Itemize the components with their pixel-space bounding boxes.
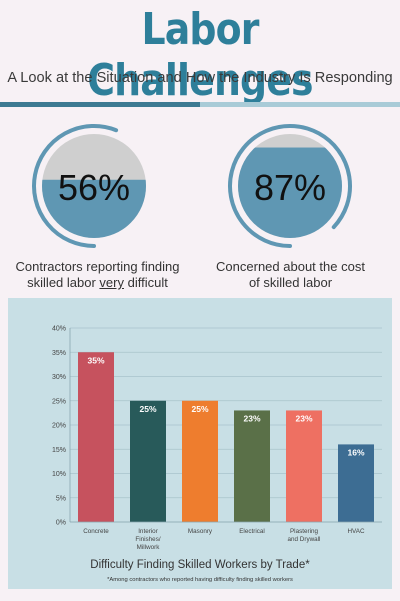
bar-value-label: 25%: [139, 404, 156, 414]
divider-left: [0, 102, 200, 107]
bar-value-label: 35%: [87, 355, 104, 365]
bar: [338, 444, 374, 522]
bar-value-label: 16%: [347, 447, 364, 457]
stat-caption-line: Contractors reporting finding: [15, 259, 180, 274]
y-tick-label: 20%: [52, 423, 66, 430]
gauge-fill-level: [238, 147, 342, 238]
y-axis: 0% 5% 10% 15% 20% 25% 30% 35% 40%: [52, 326, 71, 527]
stat-caption-line: skilled labor very difficult: [5, 275, 190, 291]
bar-chart: 0% 5% 10% 15% 20% 25% 30% 35% 40% 35% 25% 25% 23% 23…: [52, 326, 382, 583]
gauge-outer-arc: [228, 124, 352, 248]
y-tick-label: 15%: [52, 447, 66, 454]
bar: [182, 400, 218, 522]
y-tick-label: 5%: [56, 495, 66, 502]
y-tick-label: 0%: [56, 520, 66, 527]
bar-value-label: 23%: [295, 413, 312, 423]
stat-gauge-contractors-difficulty: 56%: [32, 124, 146, 248]
x-tick-label: Electrical: [239, 528, 265, 535]
stat-caption-text: difficult: [123, 275, 168, 290]
bar-value-label: 23%: [243, 413, 260, 423]
y-tick-label: 10%: [52, 471, 66, 478]
x-axis: Concrete Interior Finishes/Millwork Masonry…: [70, 521, 382, 551]
stat-caption-contractors: Contractors reporting finding skilled la…: [5, 259, 190, 291]
stat-caption-line: Concerned about the cost: [216, 259, 365, 274]
gauge-outer-arc: [32, 124, 119, 248]
chart-footnote: *Among contractors who reported having d…: [107, 577, 293, 583]
bar: [78, 352, 114, 522]
stat-caption-emphasis: very: [99, 275, 124, 290]
stat-value: 87%: [254, 167, 326, 208]
x-tick-label: Concrete: [83, 528, 109, 535]
y-tick-label: 30%: [52, 374, 66, 381]
y-tick-label: 40%: [52, 326, 66, 333]
x-tick-label: HVAC: [347, 528, 364, 535]
y-tick-label: 25%: [52, 398, 66, 405]
divider-right: [200, 102, 400, 107]
x-tick-label: Masonry: [188, 528, 213, 535]
chart-panel: 0% 5% 10% 15% 20% 25% 30% 35% 40% 35% 25% 25% 23% 23…: [8, 298, 392, 589]
bar-value-label: 25%: [191, 404, 208, 414]
chart-bars: 35% 25% 25% 23% 23% 16%: [78, 352, 374, 522]
bar: [234, 410, 270, 522]
x-tick-label: Plastering and Drywall: [288, 528, 321, 543]
stat-caption-line: of skilled labor: [248, 275, 333, 290]
stat-gauge-cost-concern: 87%: [228, 124, 352, 248]
stat-value: 56%: [58, 167, 130, 208]
chart-title: Difficulty Finding Skilled Workers by Tr…: [90, 559, 310, 571]
page-title: Labor Challenges: [87, 4, 313, 106]
y-tick-label: 35%: [52, 350, 66, 357]
chart-gridlines: [70, 327, 382, 523]
stat-caption-text: skilled labor: [27, 275, 100, 290]
bar: [286, 410, 322, 522]
x-tick-label: Interior Finishes/Millwork: [135, 528, 160, 551]
stat-caption-cost: Concerned about the cost of skilled labo…: [198, 259, 383, 291]
bar: [130, 400, 166, 522]
page-subtitle: A Look at the Situation and How the Indu…: [7, 70, 393, 86]
